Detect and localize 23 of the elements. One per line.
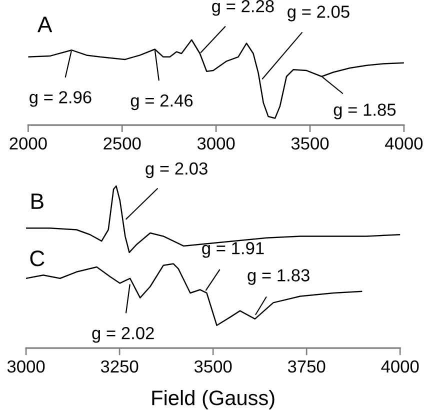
x-tick-label: 3000	[197, 137, 235, 150]
series-label: A	[37, 16, 52, 32]
series-label: B	[32, 194, 44, 209]
annotation: g = 1.83	[248, 269, 310, 285]
annotation: g = 2.02	[92, 327, 154, 343]
x-tick-label: 3000	[7, 360, 45, 373]
x-tick-label: 3250	[100, 360, 138, 373]
annotation: g = 2.03	[146, 162, 208, 178]
series-label: C	[30, 250, 44, 266]
annotation: g = 2.28	[212, 0, 274, 16]
x-tick-label: 3500	[291, 137, 329, 150]
annotation: g = 2.96	[30, 91, 92, 107]
x-tick-label: 4000	[385, 137, 423, 150]
annotation: g = 1.85	[334, 104, 396, 120]
x-tick-label: 2500	[104, 137, 141, 150]
x-axis-title: Field (Gauss)	[152, 390, 274, 410]
annotation: g = 2.05	[288, 6, 350, 22]
annotation: g = 1.91	[202, 242, 264, 258]
x-tick-label: 2000	[10, 137, 47, 150]
x-tick-label: 3750	[288, 360, 326, 373]
x-tick-label: 3500	[194, 360, 232, 373]
x-tick-label: 4000	[381, 360, 419, 373]
annotation: g = 2.46	[130, 94, 193, 110]
